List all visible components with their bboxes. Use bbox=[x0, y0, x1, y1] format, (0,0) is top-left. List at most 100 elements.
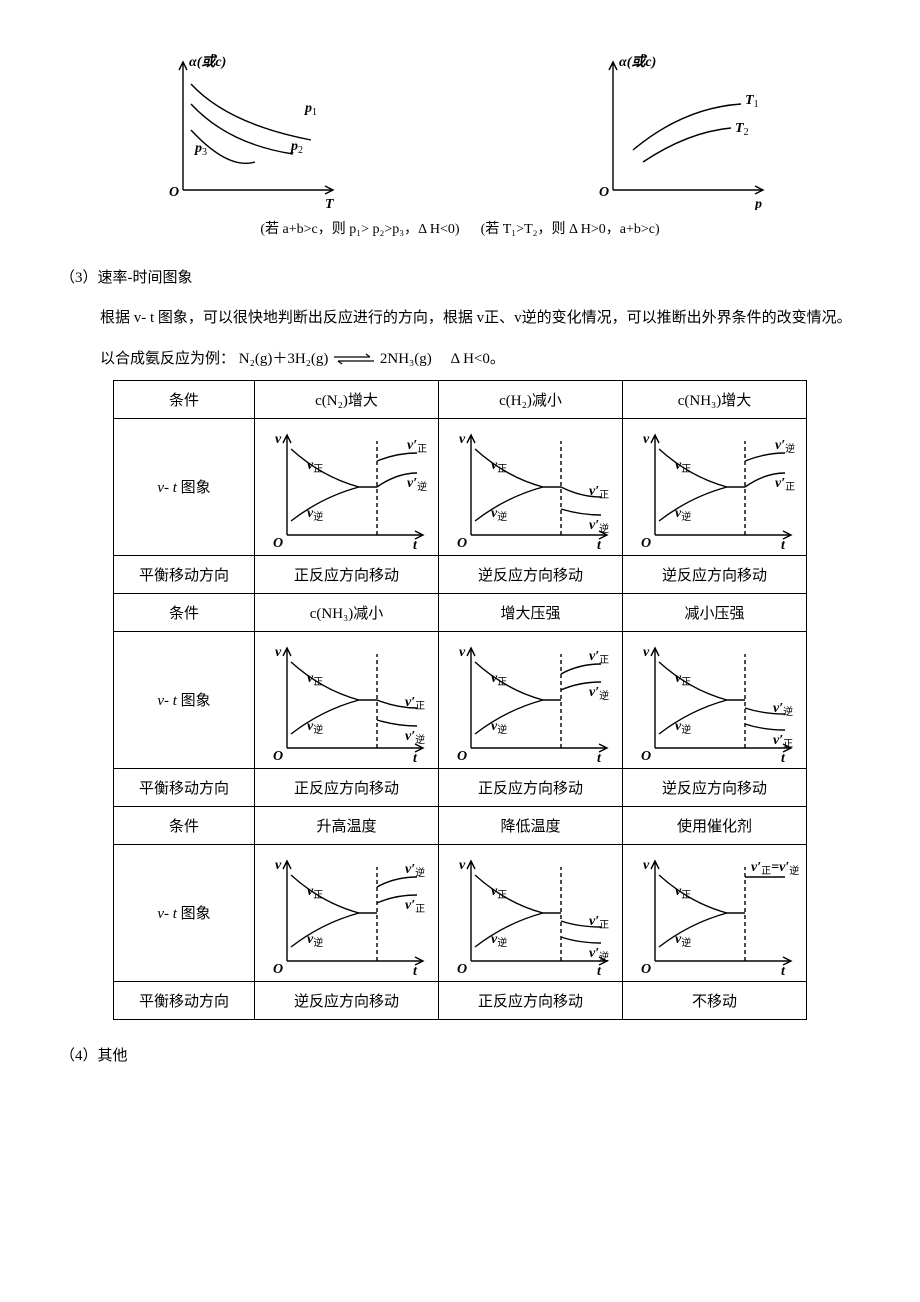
svg-text:v: v bbox=[643, 432, 650, 447]
svg-text:v: v bbox=[643, 645, 650, 660]
svg-text:v: v bbox=[643, 858, 650, 873]
table-cell: c(N₂)增大 bbox=[255, 380, 439, 418]
table-cell: vOtv正v逆v′正=v′逆 bbox=[623, 844, 807, 981]
table-cell: 平衡移动方向 bbox=[114, 981, 255, 1019]
table-cell: 减小压强 bbox=[623, 593, 807, 631]
table-cell: vOtv正v逆v′逆v′正 bbox=[623, 631, 807, 768]
table-cell: 不移动 bbox=[623, 981, 807, 1019]
vt-mini-graph: vOtv正v逆v′正v′逆 bbox=[447, 636, 615, 764]
section-3-heading: （3）速率-时间图象 bbox=[60, 266, 860, 287]
svg-text:v′正: v′正 bbox=[775, 476, 795, 493]
table-cell: v- t 图象 bbox=[114, 844, 255, 981]
svg-text:v逆: v逆 bbox=[491, 932, 507, 949]
table-cell: 正反应方向移动 bbox=[255, 555, 439, 593]
svg-text:v正: v正 bbox=[491, 458, 507, 475]
svg-text:p1: p1 bbox=[304, 101, 317, 118]
alpha-vs-p-graph: α(或c)OpT1T2 bbox=[575, 50, 775, 210]
equilibrium-arrow-icon bbox=[332, 353, 376, 365]
svg-text:t: t bbox=[597, 751, 602, 764]
vt-mini-graph: vOtv正v逆v′逆v′正 bbox=[263, 849, 431, 977]
eq-dh: Δ H<0。 bbox=[451, 351, 505, 367]
table-cell: 逆反应方向移动 bbox=[623, 555, 807, 593]
table-cell: c(H₂)减小 bbox=[439, 380, 623, 418]
eq-right: 2NH₃(g) bbox=[380, 351, 432, 367]
table-cell: vOtv正v逆v′正v′逆 bbox=[255, 418, 439, 555]
table-cell: 平衡移动方向 bbox=[114, 768, 255, 806]
svg-text:v′正: v′正 bbox=[589, 914, 609, 931]
table-cell: 正反应方向移动 bbox=[439, 768, 623, 806]
svg-text:O: O bbox=[457, 536, 467, 551]
svg-text:t: t bbox=[597, 964, 602, 977]
svg-text:α(或c): α(或c) bbox=[189, 53, 226, 70]
svg-text:v′正: v′正 bbox=[589, 484, 609, 501]
table-cell: v- t 图象 bbox=[114, 418, 255, 555]
svg-text:v′逆: v′逆 bbox=[773, 701, 793, 718]
alpha-vs-T-graph: α(或c)OTp1p2p3 bbox=[145, 50, 345, 210]
svg-text:v正: v正 bbox=[307, 884, 323, 901]
svg-text:v逆: v逆 bbox=[675, 506, 691, 523]
svg-text:v: v bbox=[275, 645, 282, 660]
para-text: 根据 v- t 图象，可以很快地判断出反应进行的方向，根据 v正、v逆的变化情况… bbox=[100, 310, 852, 326]
svg-text:v: v bbox=[459, 432, 466, 447]
table-cell: 使用催化剂 bbox=[623, 806, 807, 844]
svg-text:v′正: v′正 bbox=[589, 649, 609, 666]
vt-graph-table: 条件c(N₂)增大c(H₂)减小c(NH₃)增大v- t 图象vOtv正v逆v′… bbox=[113, 380, 807, 1020]
table-cell: 正反应方向移动 bbox=[255, 768, 439, 806]
svg-text:v逆: v逆 bbox=[307, 932, 323, 949]
svg-text:t: t bbox=[781, 538, 786, 551]
svg-text:O: O bbox=[273, 749, 283, 764]
svg-text:p2: p2 bbox=[290, 139, 303, 156]
svg-text:t: t bbox=[413, 538, 418, 551]
svg-text:O: O bbox=[457, 962, 467, 977]
svg-text:α(或c): α(或c) bbox=[619, 53, 656, 70]
svg-text:T: T bbox=[325, 197, 335, 210]
table-cell: 条件 bbox=[114, 380, 255, 418]
equation-line: 以合成氨反应为例： N₂(g)＋3H₂(g) 2NH₃(g) Δ H<0。 bbox=[100, 347, 860, 368]
svg-text:v正: v正 bbox=[491, 671, 507, 688]
svg-text:t: t bbox=[413, 964, 418, 977]
svg-text:O: O bbox=[169, 185, 179, 200]
table-cell: 增大压强 bbox=[439, 593, 623, 631]
svg-text:v逆: v逆 bbox=[307, 719, 323, 736]
table-cell: c(NH₃)减小 bbox=[255, 593, 439, 631]
svg-text:v: v bbox=[275, 432, 282, 447]
svg-text:v正: v正 bbox=[675, 458, 691, 475]
table-cell: 逆反应方向移动 bbox=[255, 981, 439, 1019]
svg-text:O: O bbox=[641, 962, 651, 977]
svg-text:v′逆: v′逆 bbox=[589, 685, 609, 702]
svg-text:T2: T2 bbox=[735, 121, 749, 138]
section-3-para: 根据 v- t 图象，可以很快地判断出反应进行的方向，根据 v正、v逆的变化情况… bbox=[100, 303, 860, 335]
vt-mini-graph: vOtv正v逆v′正v′逆 bbox=[263, 636, 431, 764]
svg-text:v正: v正 bbox=[307, 671, 323, 688]
svg-text:v′正: v′正 bbox=[405, 695, 425, 712]
svg-text:v: v bbox=[459, 645, 466, 660]
svg-text:p: p bbox=[754, 197, 762, 210]
table-cell: vOtv正v逆v′逆v′正 bbox=[255, 844, 439, 981]
svg-text:v: v bbox=[459, 858, 466, 873]
table-cell: vOtv正v逆v′逆v′正 bbox=[623, 418, 807, 555]
vt-mini-graph: vOtv正v逆v′正v′逆 bbox=[447, 849, 615, 977]
table-cell: 降低温度 bbox=[439, 806, 623, 844]
svg-text:v′正: v′正 bbox=[773, 733, 793, 750]
table-cell: vOtv正v逆v′正v′逆 bbox=[439, 844, 623, 981]
svg-text:t: t bbox=[781, 751, 786, 764]
top-graphs-row: α(或c)OTp1p2p3 α(或c)OpT1T2 bbox=[60, 50, 860, 210]
svg-text:v′逆: v′逆 bbox=[775, 438, 795, 455]
svg-text:t: t bbox=[781, 964, 786, 977]
table-cell: 逆反应方向移动 bbox=[439, 555, 623, 593]
svg-text:v正: v正 bbox=[675, 671, 691, 688]
svg-text:v逆: v逆 bbox=[675, 719, 691, 736]
svg-text:v正: v正 bbox=[307, 458, 323, 475]
table-cell: 条件 bbox=[114, 593, 255, 631]
table-cell: v- t 图象 bbox=[114, 631, 255, 768]
table-cell: vOtv正v逆v′正v′逆 bbox=[439, 418, 623, 555]
left-caption: (若 a+b>c，则 p₁> p₂>p₃，Δ H<0) bbox=[260, 222, 459, 237]
table-cell: 逆反应方向移动 bbox=[623, 768, 807, 806]
table-cell: 条件 bbox=[114, 806, 255, 844]
svg-text:v逆: v逆 bbox=[675, 932, 691, 949]
table-cell: 平衡移动方向 bbox=[114, 555, 255, 593]
top-graphs-caption: (若 a+b>c，则 p₁> p₂>p₃，Δ H<0) (若 T₁>T₂，则 Δ… bbox=[60, 218, 860, 238]
vt-mini-graph: vOtv正v逆v′逆v′正 bbox=[631, 636, 799, 764]
vt-mini-graph: vOtv正v逆v′正v′逆 bbox=[447, 423, 615, 551]
svg-text:v′逆: v′逆 bbox=[405, 729, 425, 746]
